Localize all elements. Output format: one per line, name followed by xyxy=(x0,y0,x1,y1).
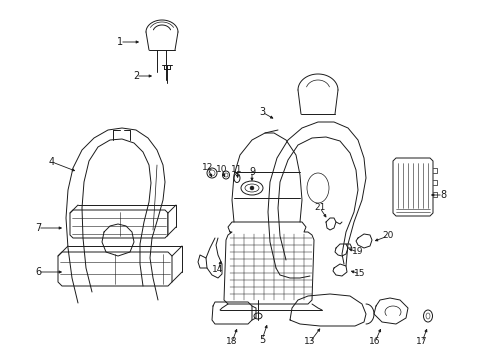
Text: 8: 8 xyxy=(439,190,445,200)
Circle shape xyxy=(224,173,227,177)
Text: 3: 3 xyxy=(259,107,264,117)
Text: 2: 2 xyxy=(133,71,139,81)
Text: 11: 11 xyxy=(231,166,242,175)
Text: 4: 4 xyxy=(49,157,55,167)
Text: 14: 14 xyxy=(212,266,223,274)
Text: 5: 5 xyxy=(258,335,264,345)
Text: 18: 18 xyxy=(226,338,237,346)
Text: 10: 10 xyxy=(216,166,227,175)
Text: 15: 15 xyxy=(353,270,365,279)
Text: 1: 1 xyxy=(117,37,123,47)
Text: 19: 19 xyxy=(351,248,363,256)
Text: 16: 16 xyxy=(368,338,380,346)
Text: 21: 21 xyxy=(314,203,325,212)
Text: 13: 13 xyxy=(304,338,315,346)
Text: 12: 12 xyxy=(202,163,213,172)
Ellipse shape xyxy=(241,181,263,195)
Text: 20: 20 xyxy=(382,231,393,240)
Text: 9: 9 xyxy=(248,167,255,177)
Text: 6: 6 xyxy=(35,267,41,277)
Text: 17: 17 xyxy=(415,338,427,346)
Circle shape xyxy=(249,186,253,190)
Ellipse shape xyxy=(234,174,240,183)
Text: 7: 7 xyxy=(35,223,41,233)
